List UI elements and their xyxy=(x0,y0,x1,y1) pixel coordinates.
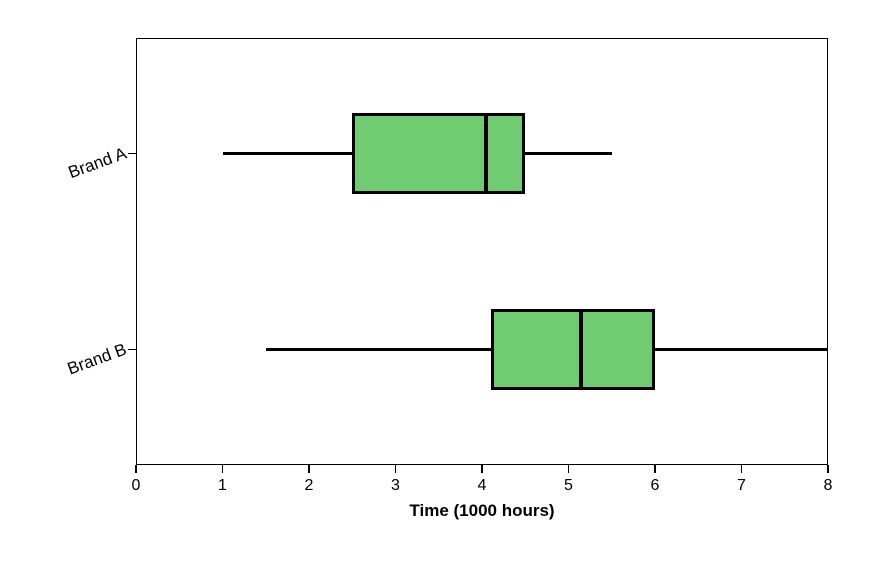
chart-root: { "chart": { "type": "boxplot", "orienta… xyxy=(0,0,885,577)
x-tick xyxy=(654,465,656,473)
x-tick xyxy=(135,465,137,473)
y-axis-label: Brand A xyxy=(14,143,130,201)
x-tick xyxy=(568,465,570,473)
median-line xyxy=(579,309,583,390)
box xyxy=(491,309,655,390)
plot-area xyxy=(136,38,828,465)
x-tick-label: 0 xyxy=(116,477,156,495)
x-tick xyxy=(827,465,829,473)
x-tick-label: 8 xyxy=(808,477,848,495)
whisker-high xyxy=(525,152,612,155)
x-tick-label: 2 xyxy=(289,477,329,495)
x-tick-label: 4 xyxy=(462,477,502,495)
x-tick-label: 3 xyxy=(376,477,416,495)
median-line xyxy=(484,113,488,194)
whisker-low xyxy=(223,152,353,155)
x-tick xyxy=(308,465,310,473)
x-tick-label: 5 xyxy=(549,477,589,495)
x-tick-label: 6 xyxy=(635,477,675,495)
x-axis-title: Time (1000 hours) xyxy=(136,501,828,521)
whisker-low xyxy=(266,348,491,351)
y-axis-label: Brand B xyxy=(14,340,130,398)
whisker-high xyxy=(655,348,828,351)
x-tick xyxy=(481,465,483,473)
x-tick-label: 7 xyxy=(722,477,762,495)
y-tick xyxy=(128,349,136,351)
x-tick xyxy=(222,465,224,473)
x-tick xyxy=(395,465,397,473)
box xyxy=(352,113,525,194)
x-tick xyxy=(741,465,743,473)
y-tick xyxy=(128,153,136,155)
x-tick-label: 1 xyxy=(203,477,243,495)
